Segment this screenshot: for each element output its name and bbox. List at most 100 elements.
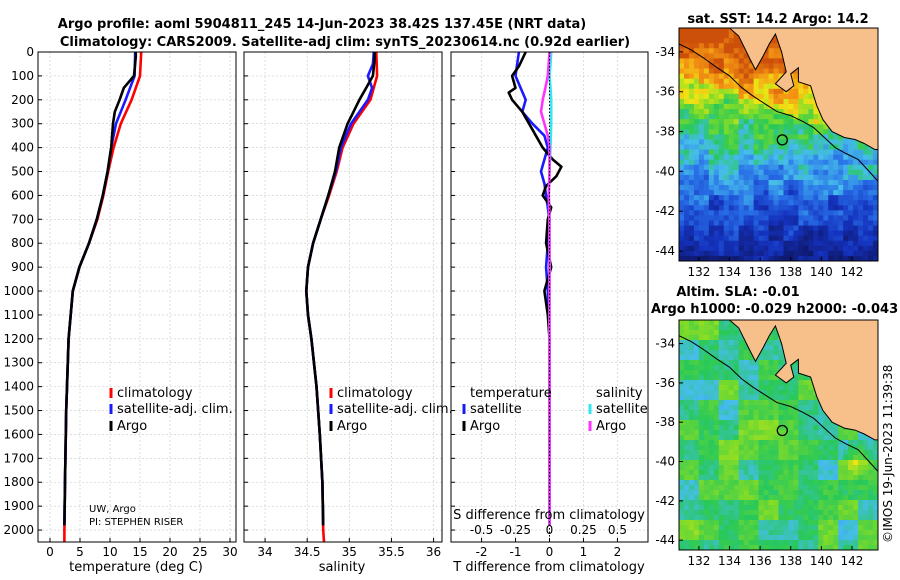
sla-map-cell	[833, 465, 839, 471]
sla-map-cell	[833, 490, 839, 496]
sst-map-cell	[783, 195, 789, 201]
sla-map-cell	[783, 510, 789, 516]
sst-map-cell	[688, 53, 695, 59]
sst-map-cell	[823, 225, 829, 232]
sla-map-cell	[818, 405, 824, 411]
sla-map-cell	[823, 545, 829, 550]
sla-map-cell	[679, 530, 685, 536]
sla-map-cell	[793, 385, 799, 391]
sst-map-cell	[683, 144, 690, 150]
sla-map-cell	[683, 360, 690, 366]
sla-map-cell	[683, 480, 690, 486]
sla-map-cell	[698, 490, 705, 496]
legend-climatology-label: climatology	[337, 386, 413, 401]
sla-map-cell	[768, 450, 774, 456]
sst-map-cell	[828, 190, 834, 196]
sla-map-cell	[723, 485, 730, 491]
sst-map-cell	[788, 164, 794, 171]
sla-map-cell	[688, 345, 695, 351]
sst-map-cell	[813, 164, 819, 171]
sla-map-cell	[718, 400, 725, 406]
sla-map-cell	[708, 370, 715, 376]
sla-map-cell	[748, 400, 755, 406]
sst-map-cell	[708, 240, 715, 247]
sla-map-cell	[788, 415, 794, 421]
sst-map-cell	[688, 235, 695, 242]
sst-map-cell	[773, 43, 779, 49]
sla-map-cell	[783, 390, 789, 396]
map-longitude-label: 134	[718, 554, 741, 568]
sst-map-cell	[708, 93, 715, 100]
sla-map-cell	[718, 545, 725, 550]
sla-map-cell	[698, 520, 705, 526]
sst-map-cell	[798, 124, 804, 130]
map-latitude-label: -34	[655, 337, 675, 351]
sla-map-cell	[698, 430, 705, 436]
sla-map-cell	[833, 435, 839, 441]
sla-map-cell	[818, 425, 824, 431]
sla-map-cell	[873, 485, 878, 491]
sla-map-cell	[853, 530, 859, 536]
sla-map-cell	[828, 430, 834, 436]
sla-map-cell	[843, 465, 849, 471]
sst-map-cell	[683, 68, 690, 74]
sst-map-cell	[743, 58, 750, 64]
sla-map-cell	[679, 535, 685, 541]
sst-map-cell	[708, 215, 715, 221]
sla-map-cell	[848, 500, 854, 506]
sla-map-cell	[738, 410, 745, 416]
sla-map-cell	[788, 400, 794, 406]
sst-map-cell	[733, 235, 740, 242]
sla-map-cell	[753, 380, 760, 386]
sst-map-cell	[818, 225, 824, 232]
sst-map-cell	[758, 190, 764, 196]
sst-map-cell	[723, 134, 730, 140]
y-tick-label: 900	[11, 260, 34, 274]
sst-map-cell	[768, 220, 774, 226]
sla-map-cell	[683, 340, 690, 346]
sst-map-cell	[723, 179, 730, 186]
sla-map-cell	[798, 520, 804, 526]
sst-map-cell	[778, 149, 784, 156]
sla-map-cell	[778, 440, 784, 446]
sla-map-cell	[703, 435, 710, 441]
sst-map-cell	[723, 250, 730, 257]
sst-map-cell	[838, 144, 844, 150]
sst-map-cell	[773, 255, 779, 261]
sst-map-cell	[748, 230, 755, 237]
sla-map-cell	[763, 445, 769, 451]
sst-map-cell	[728, 235, 735, 242]
sla-map-cell	[748, 450, 755, 456]
sst-map-cell	[848, 190, 854, 196]
sst-map-cell	[853, 210, 859, 216]
sst-map-cell	[828, 169, 834, 176]
sst-map-cell	[753, 103, 760, 110]
sst-map-cell	[679, 68, 685, 74]
sla-map-cell	[808, 535, 814, 541]
sla-map-cell	[873, 460, 878, 466]
sst-map-cell	[768, 159, 774, 166]
sst-map-cell	[773, 245, 779, 252]
sla-map-cell	[688, 370, 695, 376]
sla-map-cell	[843, 455, 849, 461]
sst-map-cell	[798, 205, 804, 211]
sst-map-cell	[748, 185, 755, 191]
sla-map-cell	[788, 390, 794, 396]
sst-map-cell	[718, 159, 725, 166]
sla-map-cell	[713, 525, 720, 531]
sla-map-cell	[698, 460, 705, 466]
sla-map-cell	[688, 425, 695, 431]
sla-map-cell	[683, 490, 690, 496]
sla-map-cell	[683, 330, 690, 336]
sla-map-cell	[679, 405, 685, 411]
legend-satellite-label: satellite-adj. clim.	[337, 402, 453, 417]
sst-map-cell	[698, 129, 705, 135]
sst-map-cell	[863, 195, 869, 201]
sla-map-cell	[753, 415, 760, 421]
sst-map-cell	[838, 159, 844, 166]
sst-map-cell	[823, 240, 829, 247]
sla-map-cell	[723, 330, 730, 336]
sla-map-cell	[773, 480, 779, 486]
sst-map-cell	[758, 240, 764, 247]
sst-map-cell	[718, 210, 725, 216]
